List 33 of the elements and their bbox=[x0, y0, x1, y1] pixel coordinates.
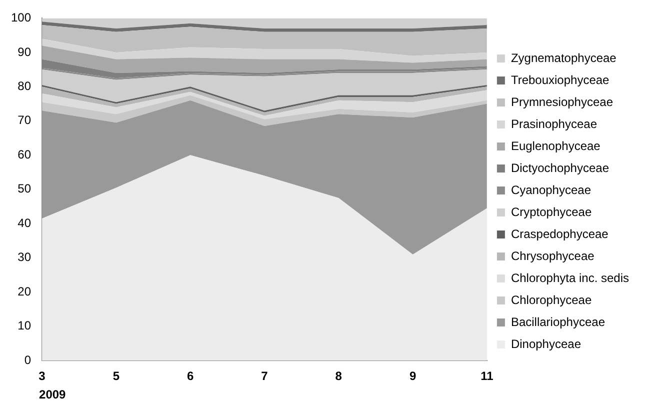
legend-label: Cyanophyceae bbox=[510, 182, 592, 197]
x-tick-label: 7 bbox=[261, 369, 268, 384]
y-tick-label: 90 bbox=[18, 44, 32, 59]
text: 2009 bbox=[39, 387, 66, 402]
legend-label: Zygnematophyceae bbox=[510, 50, 617, 65]
y-tick-label: 30 bbox=[18, 250, 32, 264]
legend-label: Dinophyceae bbox=[510, 336, 582, 351]
y-tick-label: 80 bbox=[18, 78, 32, 93]
legend-label: Prasinophyceae bbox=[510, 116, 598, 131]
y-tick-label: 20 bbox=[18, 284, 32, 298]
y-tick-label: 70 bbox=[18, 113, 32, 128]
y-tick-label: 50 bbox=[18, 182, 32, 196]
legend-label: Prymnesiophyceae bbox=[510, 94, 614, 109]
legend-label: Bacillariophyceae bbox=[510, 314, 606, 329]
y-tick-label: 60 bbox=[18, 147, 32, 162]
legend-label: Cryptophyceae bbox=[510, 204, 592, 219]
x-tick-label: 8 bbox=[335, 369, 342, 384]
legend-label: Chlorophyta inc. sedis bbox=[510, 270, 629, 285]
legend-label: Euglenophyceae bbox=[510, 138, 601, 153]
x-tick-label: 5 bbox=[112, 369, 120, 384]
legend-label: Dictyochophyceae bbox=[510, 160, 610, 175]
x-tick-label: 11 bbox=[480, 369, 494, 384]
legend-label: Chlorophyceae bbox=[510, 292, 592, 307]
y-tick-label: 100 bbox=[10, 10, 32, 25]
y-tick-label: 10 bbox=[18, 318, 32, 333]
legend-label: Chrysophyceae bbox=[510, 248, 595, 263]
legend-label: Craspedophyceae bbox=[510, 226, 609, 241]
x-tick-label: 9 bbox=[409, 369, 416, 384]
x-tick-label: 6 bbox=[186, 369, 194, 384]
legend-label: Trebouxiophyceae bbox=[510, 72, 610, 87]
x-tick-label: 3 bbox=[38, 369, 46, 384]
y-tick-label: 40 bbox=[18, 216, 32, 230]
y-tick-label: 0 bbox=[24, 352, 32, 367]
